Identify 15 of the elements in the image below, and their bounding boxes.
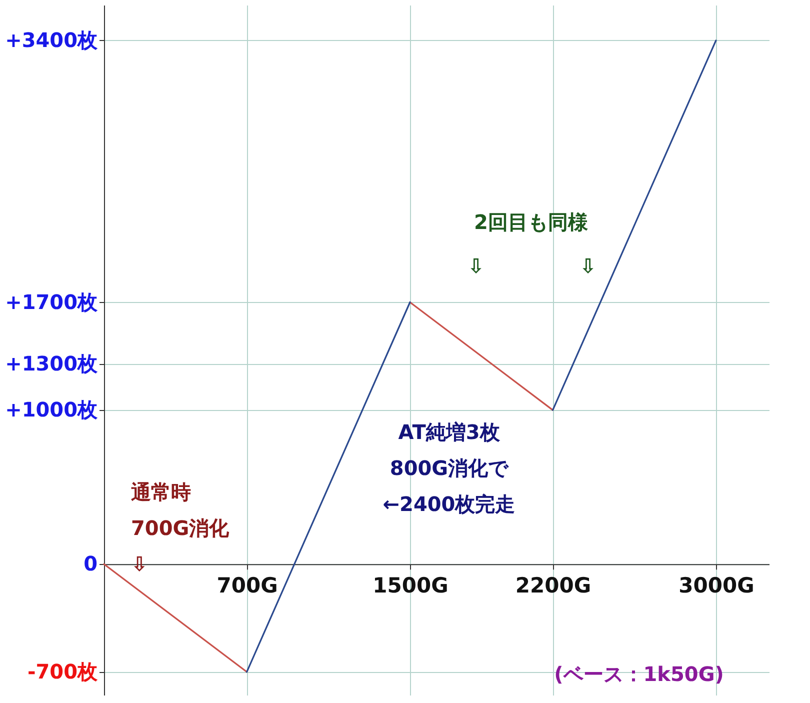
y-tick-label: -700枚	[27, 659, 98, 684]
annotation: ⇩	[468, 254, 484, 278]
y-tick-label: +1300枚	[5, 351, 98, 376]
y-tick-label: +3400枚	[5, 28, 98, 52]
annotation: (ベース：1k50G)	[554, 662, 724, 686]
x-tick-label: 2200G	[515, 574, 592, 598]
annotation: 2回目も同様	[474, 210, 589, 234]
x-tick-label: 3000G	[678, 574, 754, 598]
annotation: ⇩	[580, 254, 596, 278]
x-tick-label: 700G	[216, 574, 278, 598]
y-tick-label: 0	[84, 552, 98, 576]
y-tick-label: +1000枚	[5, 398, 98, 422]
y-tick-label: +1700枚	[5, 290, 98, 314]
annotation: AT純増3枚 800G消化で ←2400枚完走	[382, 420, 516, 516]
x-tick-label: 1500G	[372, 574, 448, 598]
